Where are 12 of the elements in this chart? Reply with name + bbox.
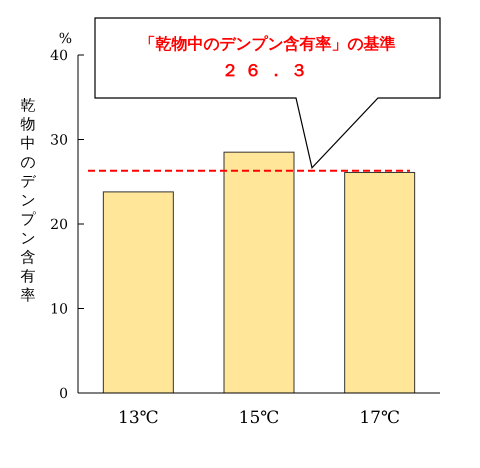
y-tick-label: 10 bbox=[50, 302, 68, 318]
x-tick-label: 17℃ bbox=[359, 408, 400, 428]
y-tick-label: 0 bbox=[59, 386, 68, 402]
x-tick-label: 13℃ bbox=[118, 408, 159, 428]
annotation: ２６．３ bbox=[222, 61, 314, 81]
text: 乾物中のデンプン含有率 bbox=[20, 96, 36, 304]
ref-line-label: 「乾物中のデンプン含有率」の基準 bbox=[140, 34, 396, 53]
text: % bbox=[58, 31, 72, 47]
y-tick-label: 30 bbox=[50, 132, 68, 148]
x-tick-label: 15℃ bbox=[238, 408, 280, 428]
y-tick-label: 40 bbox=[50, 48, 68, 64]
y-tick-label: 20 bbox=[50, 217, 68, 233]
